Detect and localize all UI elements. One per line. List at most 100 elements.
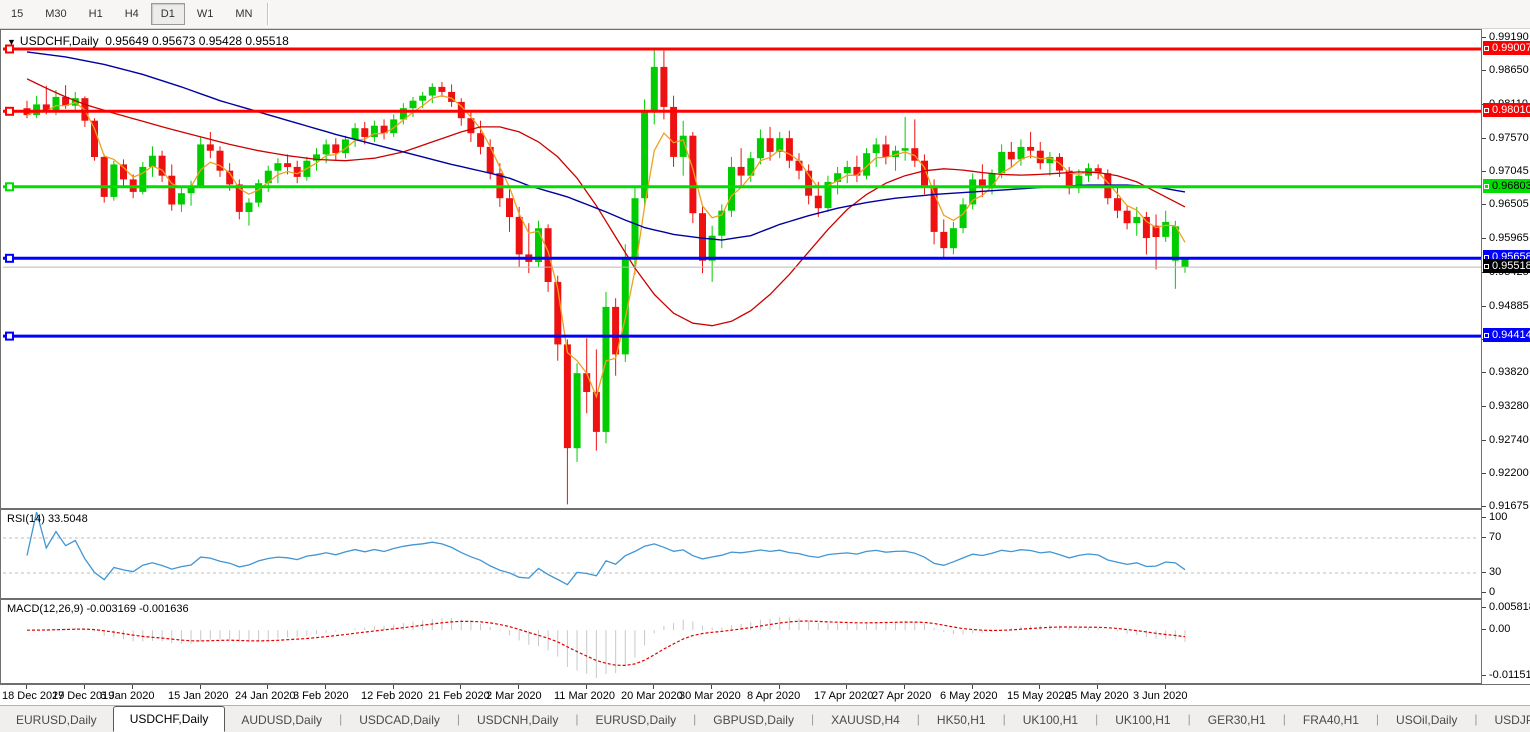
rsi-indicator-name: RSI(14) bbox=[7, 513, 45, 525]
chart-tab-AUDUSD-Daily[interactable]: AUDUSD,Daily bbox=[241, 713, 323, 727]
chart-tab-bar: EURUSD,Daily USDCHF,Daily AUDUSD,Daily | USD… bbox=[0, 705, 1530, 732]
chart-tab-EURUSD-Daily[interactable]: EURUSD,Daily bbox=[595, 713, 677, 727]
candle-body bbox=[1162, 221, 1170, 237]
price-axis-label: 0.95965 bbox=[1489, 232, 1529, 244]
candle-body bbox=[293, 166, 301, 177]
candle-body bbox=[660, 66, 668, 107]
timeframe-button-M30[interactable]: M30 bbox=[45, 8, 67, 20]
candle-body bbox=[313, 154, 320, 161]
rsi-line bbox=[26, 511, 1186, 586]
price-axis-label: 0.94885 bbox=[1489, 300, 1529, 312]
candle-body bbox=[998, 151, 1006, 174]
axis-tick-mark bbox=[1482, 37, 1486, 38]
axis-tick-mark bbox=[1482, 506, 1486, 507]
date-axis-label: 27 Apr 2020 bbox=[872, 690, 932, 702]
price-box-handle-icon bbox=[1484, 263, 1489, 269]
date-axis-label: 24 Jan 2020 bbox=[235, 690, 296, 702]
date-axis-label: 20 Mar 2020 bbox=[621, 690, 683, 702]
candle-body bbox=[747, 158, 755, 176]
chart-tab-EURUSD-Daily[interactable]: EURUSD,Daily bbox=[16, 713, 97, 727]
axis-tick-mark bbox=[1482, 70, 1486, 71]
date-tick-mark bbox=[393, 685, 394, 689]
candle-body bbox=[921, 160, 928, 186]
date-axis-label: 17 Apr 2020 bbox=[814, 690, 874, 702]
chart-tab-USDCHF-Daily[interactable]: USDCHF,Daily bbox=[112, 706, 226, 732]
chart-tab-GBPUSD-Daily[interactable]: GBPUSD,Daily bbox=[713, 713, 794, 727]
candle-body bbox=[940, 231, 948, 249]
candle-body bbox=[728, 166, 735, 211]
macd-label: MACD(12,26,9) -0.003169 -0.001636 bbox=[7, 603, 189, 615]
candle-body bbox=[814, 195, 822, 209]
price-axis-label: 0.93820 bbox=[1489, 366, 1529, 378]
chart-tab-USDCAD-Daily[interactable]: USDCAD,Daily bbox=[359, 713, 440, 727]
candle-body bbox=[448, 91, 456, 102]
rsi-plot bbox=[3, 511, 1479, 586]
axis-tick-mark bbox=[1482, 572, 1486, 573]
rsi-axis-label: 70 bbox=[1489, 531, 1502, 543]
rsi-pane: RSI(14) 33.5048 bbox=[0, 509, 1482, 599]
main-chart-pane: ▼ USDCHF,Daily 0.95649 0.95673 0.95428 0.… bbox=[0, 29, 1482, 509]
line-drag-handle[interactable] bbox=[5, 253, 14, 263]
date-tick-mark bbox=[586, 685, 587, 689]
timeframe-button-MN[interactable]: MN bbox=[235, 8, 253, 20]
candle-body bbox=[158, 155, 166, 176]
candle-body bbox=[621, 258, 629, 355]
line-drag-handle[interactable] bbox=[5, 106, 14, 116]
candle-body bbox=[139, 166, 147, 192]
candle-body bbox=[843, 166, 851, 174]
candle-body bbox=[978, 179, 986, 189]
candle-body bbox=[91, 120, 98, 157]
price-axis-label: 0.92740 bbox=[1489, 434, 1529, 446]
rsi-axis: 100 70 30 0 bbox=[1482, 509, 1530, 599]
candle-body bbox=[351, 128, 359, 140]
chart-tab-GER30-H1[interactable]: GER30,H1 bbox=[1207, 713, 1266, 727]
candle-body bbox=[689, 135, 697, 214]
price-box-handle-icon bbox=[1484, 332, 1489, 338]
chart-tab-UK100-H1[interactable]: UK100,H1 bbox=[1022, 713, 1079, 727]
date-axis-label: 3 Jun 2020 bbox=[1133, 690, 1188, 702]
timeframe-button-15[interactable]: 15 bbox=[11, 8, 24, 20]
tab-separator: | bbox=[1282, 712, 1286, 726]
chart-tab-HK50-H1[interactable]: HK50,H1 bbox=[936, 713, 986, 727]
candle-body bbox=[563, 344, 571, 449]
candle-body bbox=[428, 86, 436, 96]
date-axis-label: 6 May 2020 bbox=[940, 690, 998, 702]
candle-body bbox=[1152, 225, 1160, 237]
line-drag-handle[interactable] bbox=[5, 44, 14, 54]
candle-body bbox=[988, 173, 996, 189]
date-tick-mark bbox=[779, 685, 780, 689]
line-drag-handle[interactable] bbox=[5, 182, 14, 192]
timeframe-button-D1[interactable]: D1 bbox=[150, 3, 185, 25]
date-axis-label: 3 Feb 2020 bbox=[293, 690, 349, 702]
timeframe-button-H1[interactable]: H1 bbox=[88, 8, 103, 20]
chart-ohlc-values: 0.95649 0.95673 0.95428 0.95518 bbox=[105, 34, 289, 48]
candle-body bbox=[33, 104, 41, 115]
axis-tick-mark bbox=[1482, 675, 1486, 676]
price-box-handle-icon bbox=[1484, 45, 1489, 51]
tab-separator: | bbox=[1002, 712, 1006, 726]
candle-body bbox=[544, 228, 552, 282]
line-drag-handle[interactable] bbox=[5, 331, 14, 341]
candle-body bbox=[100, 156, 108, 197]
timeframe-button-H4[interactable]: H4 bbox=[124, 8, 139, 20]
timeframe-button-W1[interactable]: W1 bbox=[196, 8, 214, 20]
candle-body bbox=[477, 133, 485, 147]
chart-tab-FRA40-H1[interactable]: FRA40,H1 bbox=[1302, 713, 1359, 727]
macd-pane: MACD(12,26,9) -0.003169 -0.001636 bbox=[0, 599, 1482, 684]
chart-tab-UK100-H1[interactable]: UK100,H1 bbox=[1115, 713, 1171, 727]
candle-body bbox=[332, 144, 340, 154]
chart-tab-USDJPY-H1[interactable]: USDJPY,H1 bbox=[1494, 713, 1530, 727]
axis-tick-mark bbox=[1482, 592, 1486, 593]
candle-body bbox=[274, 163, 282, 171]
macd-axis-label: -0.011516 bbox=[1489, 669, 1530, 681]
candle-body bbox=[341, 139, 349, 154]
symbol-dropdown-icon[interactable]: ▼ bbox=[7, 37, 16, 47]
price-axis-label: 0.91675 bbox=[1489, 500, 1529, 509]
axis-tick-mark bbox=[1482, 473, 1486, 474]
chart-tab-USOil-Daily[interactable]: USOil,Daily bbox=[1396, 713, 1458, 727]
chart-tab-XAUUSD-H4[interactable]: XAUUSD,H4 bbox=[831, 713, 900, 727]
candle-body bbox=[1094, 168, 1102, 174]
chart-tab-USDCNH-Daily[interactable]: USDCNH,Daily bbox=[477, 713, 559, 727]
candle-body bbox=[756, 138, 764, 159]
tab-separator: | bbox=[339, 712, 343, 726]
